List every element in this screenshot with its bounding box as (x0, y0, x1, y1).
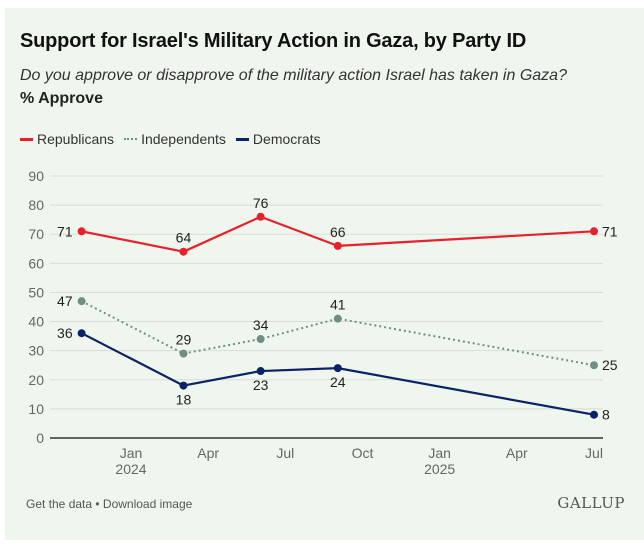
data-point-independents (333, 314, 342, 323)
y-tick-label: 0 (36, 430, 44, 446)
series-line-independents (81, 300, 595, 367)
data-label-independents: 47 (57, 293, 73, 309)
data-point-republicans (256, 212, 265, 221)
x-tick-label: Jan (120, 445, 143, 461)
x-tick-label: Apr (197, 445, 219, 461)
y-tick-label: 20 (28, 372, 44, 388)
data-point-democrats (77, 329, 86, 338)
legend-item-republicans[interactable]: Republicans (20, 131, 114, 147)
data-label-republicans: 71 (602, 223, 618, 239)
data-label-independents: 34 (253, 317, 269, 333)
data-label-republicans: 66 (330, 224, 346, 240)
data-label-democrats: 18 (176, 392, 192, 408)
data-label-democrats: 8 (602, 407, 610, 423)
data-point-republicans (77, 227, 86, 236)
data-point-independents (77, 297, 86, 306)
y-tick-label: 40 (28, 314, 44, 330)
y-tick-label: 80 (28, 197, 44, 213)
data-label-democrats: 24 (330, 374, 346, 390)
legend-swatch-democrats (235, 137, 249, 141)
data-label-republicans: 76 (253, 195, 269, 211)
gallup-logo: GALLUP (557, 494, 625, 512)
legend: Republicans Independents Democrats (20, 131, 331, 147)
data-point-independents (590, 361, 598, 370)
x-tick-label: Jul (585, 445, 603, 461)
x-tick-label: Jul (276, 445, 294, 461)
chart-title: Support for Israel's Military Action in … (20, 30, 527, 52)
legend-swatch-republicans (20, 137, 33, 141)
x-tick-label: Oct (352, 445, 374, 461)
chart-panel (5, 8, 644, 540)
legend-label: Independents (141, 131, 226, 147)
x-tick-year-label: 2024 (115, 461, 146, 477)
y-tick-label: 60 (28, 255, 44, 271)
data-label-republicans: 64 (176, 230, 192, 246)
data-label-republicans: 71 (57, 223, 73, 239)
chart-subtitle: Do you approve or disapprove of the mili… (20, 67, 567, 84)
data-label-independents: 41 (330, 297, 346, 313)
data-label-independents: 25 (602, 357, 618, 373)
x-tick-year-label: 2025 (424, 461, 455, 477)
data-point-democrats (333, 364, 342, 373)
y-tick-label: 70 (28, 226, 44, 242)
x-tick-label: Jan (428, 445, 451, 461)
data-point-republicans (179, 247, 188, 256)
y-tick-label: 90 (28, 168, 44, 184)
data-point-independents (179, 349, 188, 358)
data-label-democrats: 23 (253, 377, 269, 393)
legend-label: Democrats (252, 131, 321, 147)
legend-label: Republicans (37, 131, 115, 147)
y-tick-label: 30 (28, 343, 44, 359)
data-label-democrats: 36 (57, 325, 73, 341)
footer-links[interactable]: Get the data • Download image (26, 497, 193, 511)
data-point-republicans (333, 241, 342, 250)
legend-item-independents[interactable]: Independents (124, 131, 226, 147)
data-point-democrats (179, 381, 188, 390)
y-tick-label: 10 (28, 401, 44, 417)
chart-unit-label: % Approve (20, 90, 103, 107)
data-point-democrats (256, 367, 265, 376)
legend-item-democrats[interactable]: Democrats (235, 131, 321, 147)
data-point-democrats (590, 410, 598, 419)
x-tick-label: Apr (506, 445, 528, 461)
y-tick-label: 50 (28, 284, 44, 300)
data-label-independents: 29 (176, 332, 192, 348)
legend-swatch-independents (124, 138, 138, 140)
data-point-republicans (590, 227, 598, 236)
data-point-independents (256, 335, 265, 344)
